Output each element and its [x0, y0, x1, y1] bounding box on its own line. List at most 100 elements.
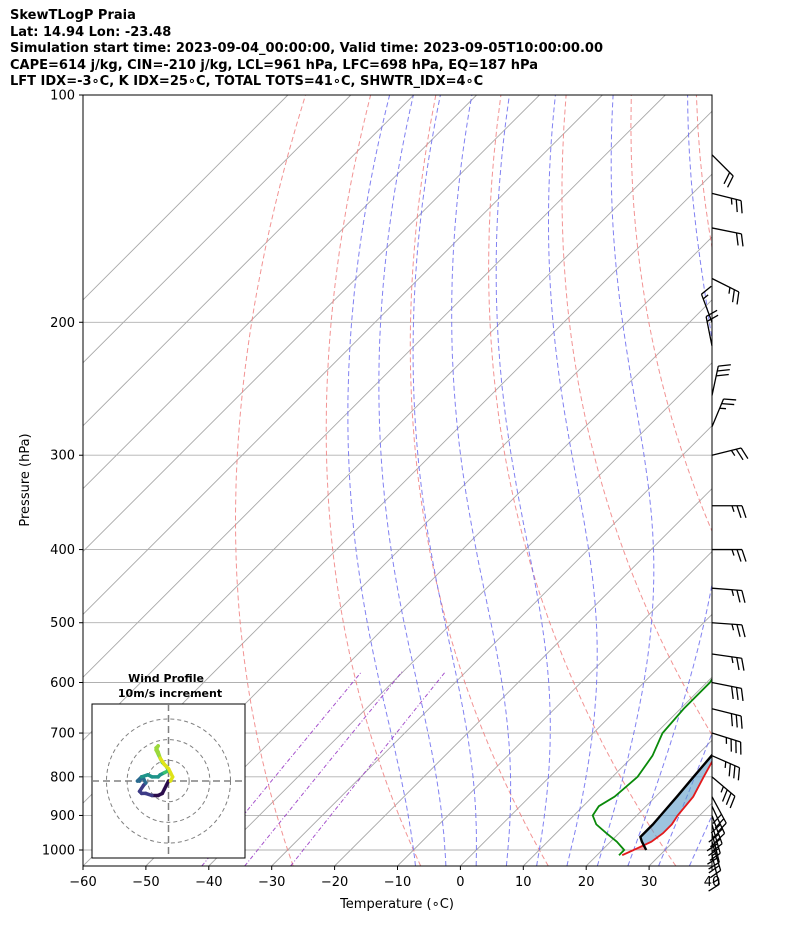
- isotherm-line: [648, 802, 712, 866]
- isotherm-line: [83, 95, 415, 427]
- barb-half-flag: [731, 505, 735, 512]
- barb-flag: [741, 505, 747, 518]
- wind-barb: [711, 653, 745, 671]
- barb-half-flag: [730, 450, 736, 457]
- barb-flag: [709, 869, 721, 879]
- moist-adiabat-line: [548, 95, 598, 866]
- moist-adiabat-line: [596, 95, 655, 866]
- barb-flag: [736, 505, 742, 518]
- y-tick-label: 1000: [42, 844, 75, 859]
- barb-flag: [718, 364, 731, 367]
- background-lines: [83, 95, 794, 866]
- x-tick-label: −30: [258, 875, 285, 890]
- wind-barb: [711, 681, 744, 702]
- x-tick-label: 0: [456, 875, 464, 890]
- barb-flag: [740, 715, 743, 729]
- barb-flag: [726, 175, 734, 188]
- temperature-line: [621, 759, 712, 857]
- mixing-ratio-line: [201, 671, 363, 866]
- location-line: Lat: 14.94 Lon: -23.48: [10, 24, 172, 40]
- barb-half-flag: [702, 294, 709, 300]
- wind-barb: [705, 309, 719, 347]
- wind-barb: [712, 548, 747, 562]
- hodograph-segment: [168, 775, 175, 783]
- wind-barb: [711, 398, 737, 427]
- wind-barb: [708, 815, 723, 853]
- barb-half-flag: [731, 656, 734, 664]
- dry-adiabat-line: [762, 95, 794, 866]
- barb-flag: [714, 818, 725, 829]
- x-tick-label: 30: [641, 875, 658, 890]
- wind-barb: [711, 192, 743, 214]
- isotherm-line: [208, 362, 712, 866]
- barb-half-flag: [720, 786, 725, 793]
- dry-adiabat-line: [488, 95, 677, 866]
- y-tick-label: 500: [50, 616, 75, 631]
- profile-lines: [591, 677, 712, 857]
- x-tick-label: −10: [384, 875, 411, 890]
- cape-area: [720, 302, 794, 746]
- barb-flag: [709, 852, 721, 861]
- barb-flag: [708, 861, 720, 870]
- y-tick-label: 300: [50, 449, 75, 464]
- y-tick-label: 400: [50, 543, 75, 558]
- barb-flag: [714, 832, 726, 843]
- barb-flag: [736, 624, 741, 637]
- barb-half-flag: [731, 589, 735, 597]
- wind-barb: [700, 285, 713, 323]
- isotherm-line: [83, 110, 712, 741]
- barb-flag: [741, 658, 745, 671]
- moist-adiabat-line: [378, 95, 447, 866]
- barb-flag: [708, 865, 720, 874]
- x-axis-label: Temperature (∘C): [339, 897, 454, 912]
- barb-flag: [736, 657, 740, 671]
- dewpoint-line: [591, 677, 712, 856]
- x-tick-label: −50: [132, 875, 159, 890]
- barb-flag: [721, 402, 735, 406]
- barb-flag: [708, 833, 720, 843]
- barb-staff: [711, 277, 740, 293]
- barb-flag: [712, 828, 723, 839]
- barb-flag: [712, 813, 722, 824]
- moist-adiabat-line: [658, 731, 712, 866]
- barb-flag: [741, 624, 746, 638]
- dry-adiabat-line: [695, 95, 712, 251]
- chart-title: SkewTLogP Praia: [10, 8, 136, 23]
- hodograph-inset: Wind Profile 10m/s increment: [91, 672, 246, 859]
- barb-flag: [725, 792, 732, 805]
- barb-flag: [706, 314, 719, 323]
- y-tick-label: 800: [50, 770, 75, 785]
- barb-flag: [710, 823, 721, 834]
- time-line: Simulation start time: 2023-09-04_00:00:…: [10, 41, 603, 56]
- moist-adiabat-line: [451, 95, 512, 866]
- y-tick-label: 900: [50, 809, 75, 824]
- barb-flag: [717, 822, 727, 833]
- barb-flag: [731, 289, 736, 303]
- hodograph-subtitle: 10m/s increment: [118, 687, 222, 700]
- pressure-axis: 1000 900 800 700 600 500 400 300 200 100: [42, 89, 83, 859]
- moist-adiabat-line: [347, 95, 416, 866]
- barb-flag: [716, 373, 729, 377]
- barb-half-flag: [724, 761, 727, 769]
- mixing-ratio-line: [290, 671, 447, 866]
- wind-barb: [712, 505, 747, 518]
- isotherm-line: [711, 865, 712, 866]
- isotherm-line: [83, 95, 540, 553]
- isotherm-line: [83, 95, 352, 364]
- barb-flag: [740, 688, 744, 702]
- barb-flag: [736, 549, 742, 562]
- barb-flag: [740, 233, 744, 247]
- isotherm-line: [585, 739, 712, 866]
- isotherm-line: [334, 487, 712, 866]
- isotherm-line: [397, 550, 712, 866]
- barb-flag: [735, 714, 738, 728]
- cape-cin-fills: [633, 302, 794, 850]
- wind-barb: [711, 154, 734, 188]
- cape-line: CAPE=614 j/kg, CIN=-210 j/kg, LCL=961 hP…: [10, 57, 538, 73]
- x-tick-label: −40: [195, 875, 222, 890]
- wind-barb: [711, 622, 746, 638]
- wind-barbs: [700, 154, 749, 892]
- wind-barb: [711, 776, 736, 809]
- x-tick-label: 20: [578, 875, 595, 890]
